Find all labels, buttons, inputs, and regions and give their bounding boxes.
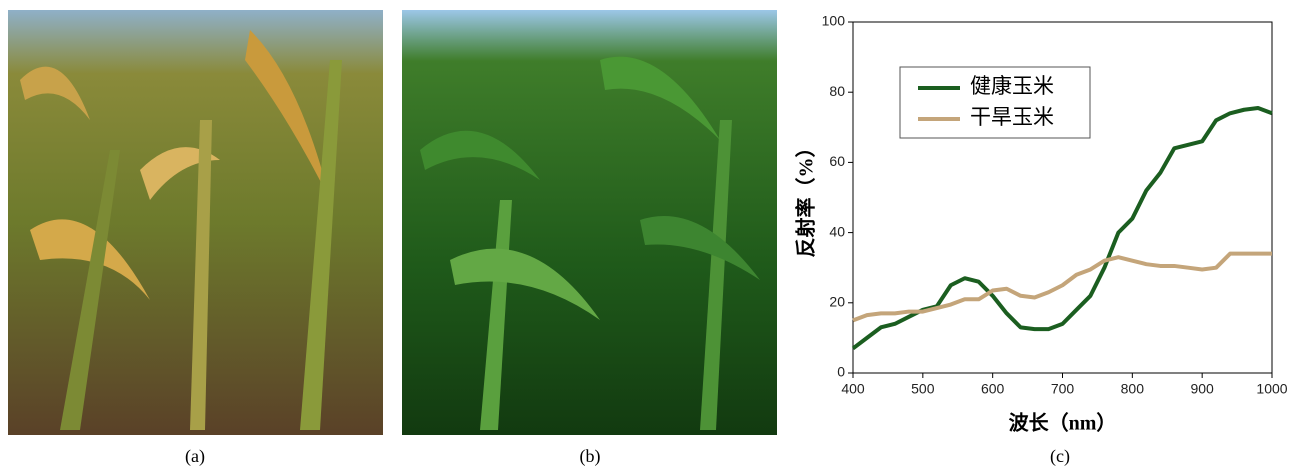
- y-tick-label: 0: [837, 364, 845, 380]
- caption: (c): [1050, 446, 1070, 467]
- x-tick-label: 700: [1051, 381, 1075, 397]
- series-line: [853, 254, 1272, 321]
- caption: (b): [580, 446, 601, 467]
- x-tick-label: 900: [1190, 381, 1214, 397]
- x-tick-label: 1000: [1256, 381, 1287, 397]
- legend-label: 干旱玉米: [970, 105, 1054, 129]
- legend-label: 健康玉米: [970, 74, 1054, 98]
- y-tick-label: 40: [829, 223, 845, 239]
- x-axis-label: 波长（nm）: [1009, 412, 1117, 435]
- y-axis-label: 反射率（%）: [794, 138, 818, 258]
- photo-drought-corn: [8, 10, 383, 435]
- x-tick-label: 500: [911, 381, 935, 397]
- photo-healthy-corn: [402, 10, 777, 435]
- x-tick-label: 800: [1121, 381, 1145, 397]
- figure: 400 500 600 700 800 900 1000 0 20 40 60 80 100 波长（nm）…: [0, 0, 1289, 469]
- y-tick-label: 60: [829, 153, 845, 169]
- x-tick-label: 600: [981, 381, 1005, 397]
- y-tick-label: 80: [829, 83, 845, 99]
- x-tick-label: 400: [841, 381, 865, 397]
- y-tick-label: 100: [822, 13, 846, 29]
- line-chart: 400 500 600 700 800 900 1000 0 20 40 60 80 100 波长（nm）…: [794, 13, 1288, 435]
- caption: (a): [185, 446, 205, 467]
- y-tick-label: 20: [829, 294, 845, 310]
